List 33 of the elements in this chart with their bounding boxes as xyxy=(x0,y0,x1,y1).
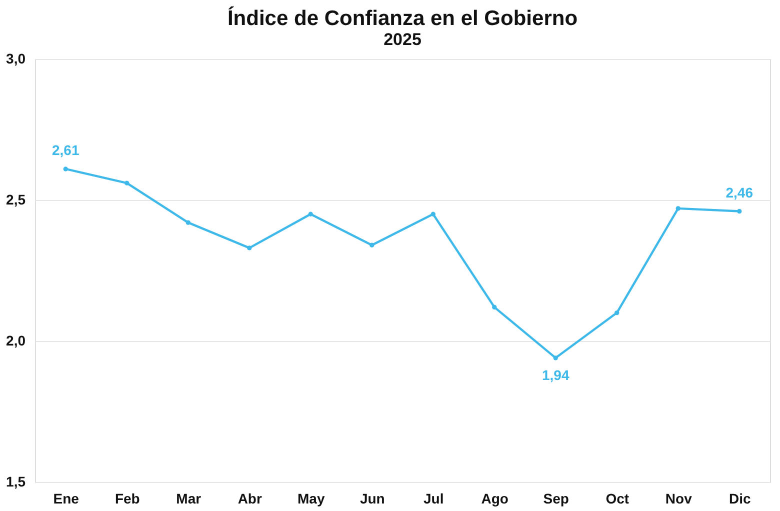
x-tick-label: Mar xyxy=(176,490,202,506)
point xyxy=(614,310,620,316)
y-tick-label: 3,0 xyxy=(6,50,26,66)
x-tick-label: Sep xyxy=(543,490,569,506)
x-tick-label: Jun xyxy=(360,490,385,506)
point xyxy=(430,212,436,216)
x-tick-label: Oct xyxy=(606,490,630,506)
point xyxy=(308,212,313,216)
y-tick-label: 2,5 xyxy=(6,192,26,208)
x-tick-label: Ene xyxy=(53,490,80,506)
point xyxy=(247,246,252,250)
point xyxy=(492,304,497,310)
point xyxy=(676,206,680,211)
x-tick-label: Nov xyxy=(665,490,692,506)
x-tick-label: Ago xyxy=(481,490,508,506)
x-tick-label: Feb xyxy=(114,490,140,506)
point xyxy=(737,208,742,214)
x-tick-label: Dic xyxy=(728,490,751,506)
data-label: 2,61 xyxy=(52,142,80,158)
data-label: 1,94 xyxy=(542,366,570,383)
y-tick-label: 2,0 xyxy=(6,332,26,348)
point xyxy=(186,220,190,225)
point xyxy=(124,180,130,186)
chart-subtitle: 2025 xyxy=(384,30,422,49)
y-tick-label: 1,5 xyxy=(6,474,26,490)
point xyxy=(553,356,558,360)
x-tick-label: Abr xyxy=(238,490,262,506)
point xyxy=(63,166,68,172)
point xyxy=(370,242,374,248)
chart-title: Índice de Confianza en el Gobierno xyxy=(227,6,578,30)
x-tick-label: Jul xyxy=(424,490,444,506)
data-label: 2,46 xyxy=(726,184,754,200)
x-tick-label: May xyxy=(298,490,325,506)
